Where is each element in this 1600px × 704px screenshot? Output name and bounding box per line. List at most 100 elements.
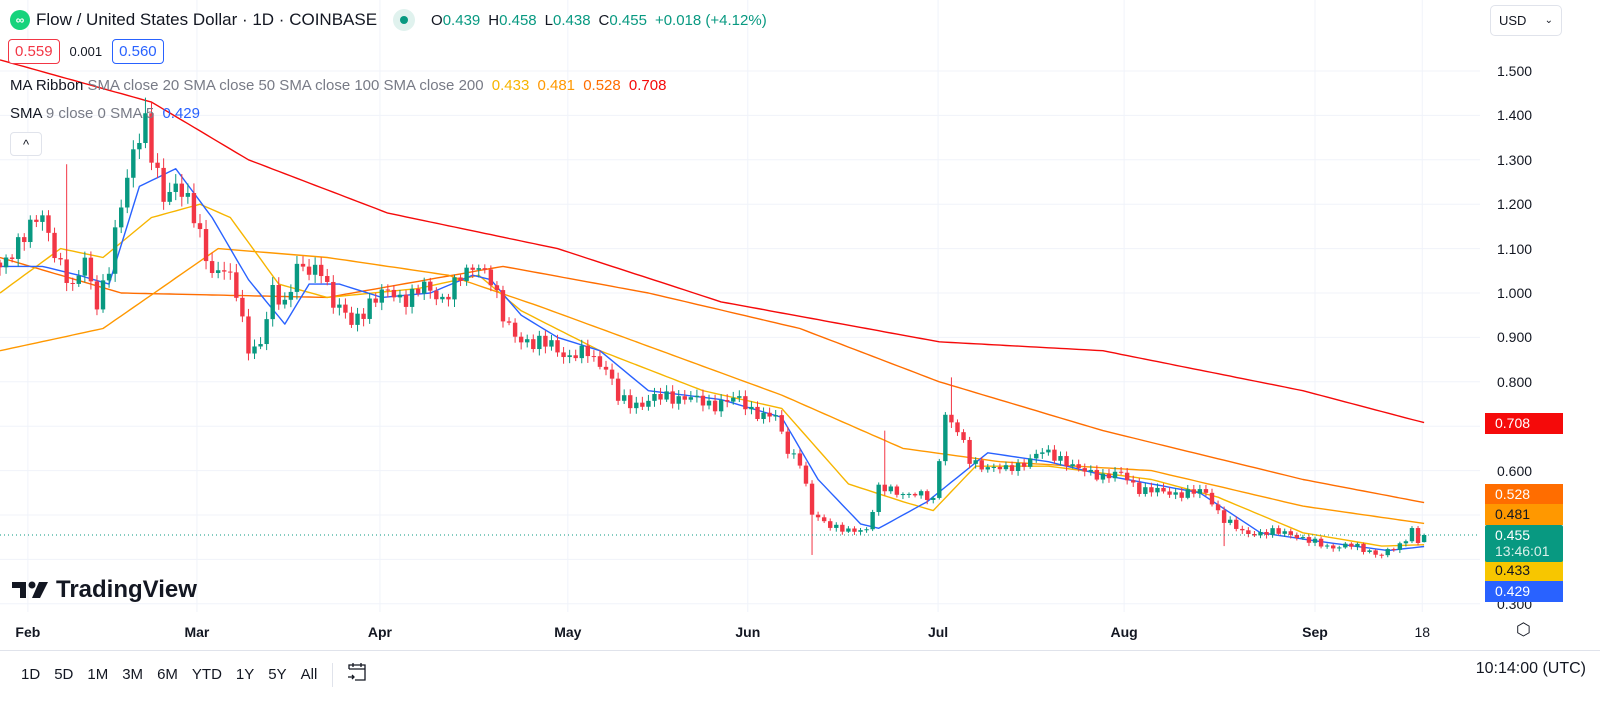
candle-body <box>58 258 63 260</box>
candle-body <box>943 414 948 462</box>
timeframe-ytd[interactable]: YTD <box>191 666 222 683</box>
candle-body <box>1331 545 1336 549</box>
timeframe-6m[interactable]: 6M <box>157 666 178 683</box>
candle-body <box>1015 462 1021 471</box>
candle-body <box>0 262 3 268</box>
candle-body <box>82 257 88 276</box>
candle-body <box>973 460 978 464</box>
candle-body <box>318 264 324 277</box>
candle-body <box>1409 528 1415 542</box>
candle-body <box>1137 482 1142 494</box>
ohlc-high: H0.458 <box>488 12 536 29</box>
tradingview-logo[interactable]: TradingView <box>12 576 197 604</box>
candle-body <box>161 167 166 202</box>
candle-body <box>537 335 542 350</box>
timeframe-5d[interactable]: 5D <box>54 666 74 683</box>
chevron-down-icon: ⌄ <box>1544 15 1553 26</box>
candle-body <box>34 219 39 222</box>
timeframe-all[interactable]: All <box>300 666 318 683</box>
candle-body <box>434 290 439 300</box>
sma100-line <box>0 256 1425 504</box>
go-to-date-icon[interactable] <box>345 660 369 689</box>
candle-body <box>246 316 251 354</box>
timeframe-1y[interactable]: 1Y <box>235 666 255 683</box>
symbol-title[interactable]: Flow / United States Dollar · 1D · COINB… <box>36 10 378 29</box>
candle-body <box>688 397 694 400</box>
utc-clock[interactable]: 10:14:00 (UTC) <box>1475 660 1586 677</box>
collapse-legend-button[interactable]: ^ <box>10 132 42 156</box>
timeframe-1m[interactable]: 1M <box>87 666 109 683</box>
candle-body <box>143 113 148 144</box>
candle-body <box>28 219 33 243</box>
price-badge: 0.481 <box>1485 504 1563 525</box>
candle-body <box>1306 537 1312 543</box>
sma-legend[interactable]: SMA 9 close 0 SMA 5 0.429 <box>10 105 200 122</box>
candle-body <box>803 465 809 484</box>
candle-body <box>888 486 894 492</box>
candle-body <box>379 289 384 303</box>
candle-body <box>1379 554 1384 556</box>
candle-body <box>337 304 342 308</box>
candle-body <box>931 497 936 500</box>
price-badge: 0.708 <box>1485 412 1563 434</box>
candle-body <box>518 336 524 343</box>
candle-body <box>597 356 603 367</box>
open-label: O <box>431 11 443 29</box>
candle-body <box>1318 538 1324 547</box>
price-axis-label: 1.500 <box>1497 63 1533 79</box>
candle-body <box>900 494 906 496</box>
candle-body <box>870 512 875 530</box>
candle-body <box>543 335 548 347</box>
candle-body <box>1343 543 1348 548</box>
timeframe-3m[interactable]: 3M <box>122 666 144 683</box>
buy-price-button[interactable]: 0.560 <box>112 39 164 64</box>
price-badge: 0.433 <box>1485 560 1563 581</box>
high-value: 0.458 <box>499 11 537 29</box>
candle-body <box>300 263 306 267</box>
timeframe-5y[interactable]: 5Y <box>268 666 287 683</box>
price-chart[interactable] <box>0 0 1485 650</box>
candle-body <box>1197 489 1203 494</box>
timeframe-bar: 1D 5D 1M 3M 6M YTD 1Y 5Y All <box>14 660 369 689</box>
candle-body <box>852 528 857 532</box>
candle-body <box>1064 456 1069 467</box>
candle-body <box>737 396 742 398</box>
bid-ask-row: 0.559 0.001 0.560 <box>8 39 164 64</box>
candle-body <box>955 422 960 433</box>
ma-ribbon-legend[interactable]: MA Ribbon SMA close 20 SMA close 50 SMA … <box>10 77 666 94</box>
candle-body <box>918 491 924 496</box>
candle-body <box>694 395 700 398</box>
candle-body <box>1028 458 1033 467</box>
candle-body <box>203 229 209 262</box>
candle-body <box>725 400 730 402</box>
candle-body <box>997 466 1003 470</box>
candle-body <box>361 313 366 319</box>
candle-body <box>1367 550 1372 552</box>
candle-body <box>1221 510 1227 523</box>
candle-body <box>228 271 233 273</box>
candle-body <box>409 288 415 307</box>
candle-body <box>791 453 797 455</box>
candle-body <box>525 339 530 343</box>
candle-body <box>1373 550 1378 555</box>
candle-body <box>773 415 778 417</box>
candle-body <box>1112 471 1118 479</box>
high-label: H <box>488 11 500 29</box>
timeframe-1d[interactable]: 1D <box>21 666 41 683</box>
sma200-line <box>0 59 1425 424</box>
candle-body <box>137 143 142 150</box>
candle-body <box>179 183 184 197</box>
candle-body <box>1076 464 1081 469</box>
axis-settings-icon[interactable]: ⬡ <box>1516 620 1531 639</box>
bottom-divider <box>0 650 1600 651</box>
candle-body <box>185 192 191 197</box>
currency-select[interactable]: USD ⌄ <box>1490 5 1562 36</box>
candle-body <box>1270 528 1275 535</box>
candle-body <box>682 396 687 400</box>
candle-body <box>240 297 245 317</box>
ribbon-name: MA Ribbon <box>10 77 84 94</box>
candle-body <box>1300 537 1306 539</box>
candle-body <box>343 304 348 313</box>
sell-price-button[interactable]: 0.559 <box>8 39 60 64</box>
candle-body <box>1106 473 1112 479</box>
